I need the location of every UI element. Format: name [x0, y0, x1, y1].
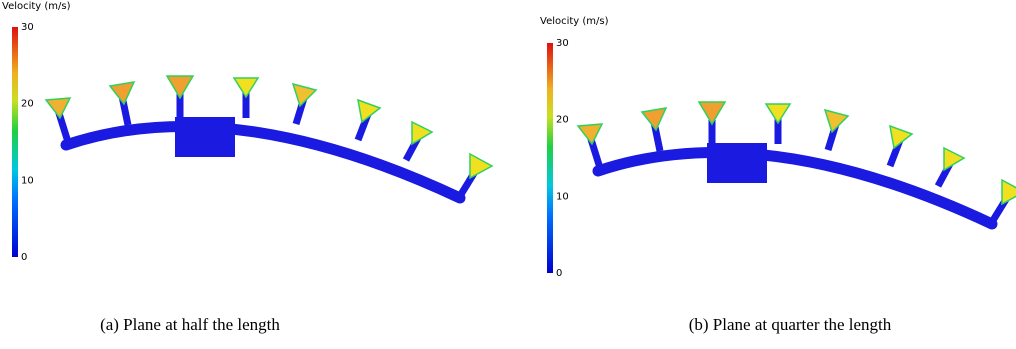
- caption: (b) Plane at quarter the length: [689, 315, 892, 334]
- figure: Velocity (m/s) (a) Plane at half the len…: [0, 0, 1016, 349]
- colorbar-tick-label: 10: [556, 191, 569, 202]
- colorbar: [547, 43, 553, 273]
- caption: (a) Plane at half the length: [100, 315, 280, 334]
- colorbar-title: Velocity (m/s): [2, 1, 71, 12]
- colorbar-tick-label: 0: [556, 268, 562, 279]
- colorbar-tick-label: 10: [21, 175, 34, 186]
- flow-geometry: [46, 76, 492, 198]
- colorbar-tick-label: 0: [21, 252, 27, 263]
- panel-b: Velocity (m/s) (b) Plane at quarter the …: [540, 16, 1016, 334]
- colorbar-tick-label: 30: [21, 22, 34, 33]
- colorbar-tick-label: 20: [556, 115, 569, 126]
- colorbar-title: Velocity (m/s): [540, 16, 609, 27]
- flow-geometry: [578, 102, 1016, 224]
- colorbar: [12, 27, 18, 257]
- colorbar-tick-label: 20: [21, 99, 34, 110]
- panel-a: Velocity (m/s) (a) Plane at half the len…: [2, 1, 492, 334]
- colorbar-tick-label: 30: [556, 38, 569, 49]
